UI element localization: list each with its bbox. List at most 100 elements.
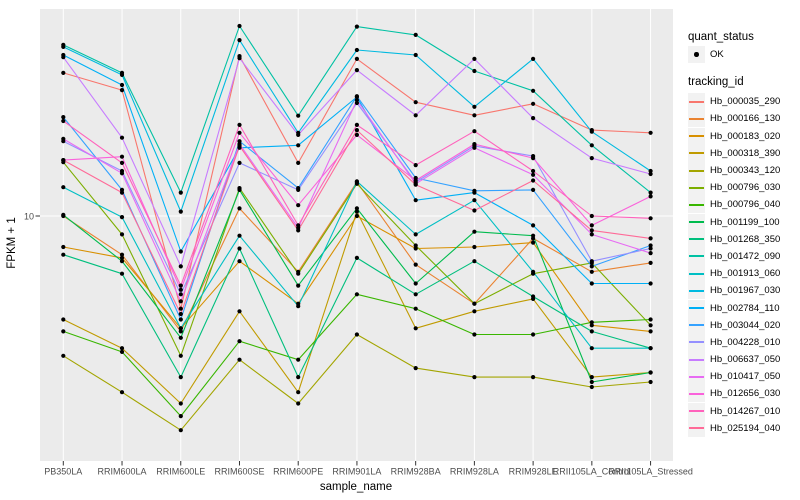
legend-key-quant-status	[688, 46, 705, 64]
data-point	[178, 375, 183, 380]
data-point	[296, 228, 301, 233]
legend-key-line-icon	[689, 427, 704, 430]
data-point	[354, 122, 359, 127]
legend-item-label: Hb_014267_010	[710, 405, 781, 417]
data-point	[354, 98, 359, 103]
legend-key-line-icon	[689, 221, 704, 224]
legend-item-Hb_000183_020: Hb_000183_020	[688, 127, 800, 145]
legend-key-line-icon	[689, 186, 704, 189]
data-point	[178, 292, 183, 297]
data-point	[237, 122, 242, 127]
legend-key-line-icon	[689, 358, 704, 361]
data-point	[354, 47, 359, 53]
legend-key-line-icon	[689, 203, 704, 206]
legend-key-line-icon	[689, 375, 704, 378]
data-point	[178, 329, 183, 334]
data-point	[472, 129, 477, 134]
data-point	[178, 264, 183, 269]
data-point	[119, 232, 125, 237]
data-point	[648, 236, 653, 241]
legend-key	[688, 247, 705, 265]
legend-item-Hb_002784_110: Hb_002784_110	[688, 299, 800, 317]
data-point	[178, 335, 183, 340]
legend-key-line-icon	[689, 169, 704, 172]
data-point	[61, 244, 66, 250]
data-point	[178, 209, 183, 214]
legend-item-Hb_000796_030: Hb_000796_030	[688, 179, 800, 197]
data-point	[237, 23, 242, 29]
data-point	[648, 130, 653, 135]
legend-key	[688, 93, 705, 111]
data-point	[237, 160, 242, 165]
data-point	[413, 163, 418, 168]
data-point	[648, 251, 653, 256]
data-point	[296, 187, 301, 192]
data-point	[61, 70, 66, 75]
legend-item-Hb_025194_040: Hb_025194_040	[688, 419, 800, 437]
data-point	[413, 326, 418, 331]
data-point	[119, 160, 125, 165]
data-point	[648, 190, 653, 195]
legend-item-label: Hb_002784_110	[710, 302, 780, 314]
data-point	[413, 32, 418, 38]
data-point	[413, 281, 418, 286]
data-point	[237, 139, 242, 144]
data-point	[296, 132, 301, 137]
data-point	[413, 198, 418, 203]
data-point	[354, 56, 359, 62]
data-point	[589, 213, 594, 219]
data-point	[413, 52, 418, 58]
data-point	[354, 94, 359, 99]
data-point	[296, 143, 301, 148]
x-tick-label: PB350LA	[44, 467, 82, 477]
legend-item-Hb_006637_050: Hb_006637_050	[688, 351, 800, 369]
data-point	[354, 24, 359, 29]
data-point	[413, 292, 418, 297]
data-point	[296, 271, 301, 276]
data-point	[589, 143, 594, 148]
data-point	[648, 370, 653, 375]
data-point	[61, 185, 66, 190]
data-point	[531, 172, 536, 177]
data-point	[178, 428, 183, 433]
legend-key	[688, 299, 705, 317]
data-point	[237, 56, 242, 61]
data-point	[178, 299, 183, 304]
legend-title-quant-status: quant_status	[688, 31, 754, 43]
data-point	[296, 401, 301, 406]
data-point	[648, 281, 653, 286]
legend-key-line-icon	[689, 100, 704, 103]
data-point	[178, 287, 183, 292]
data-point	[354, 68, 359, 73]
data-point	[472, 188, 477, 193]
data-point	[472, 113, 477, 118]
legend-key	[688, 333, 705, 351]
data-point	[296, 304, 301, 309]
data-point	[589, 129, 594, 134]
data-point	[119, 252, 125, 257]
legend-item-label: Hb_000796_030	[710, 182, 781, 194]
data-point	[296, 390, 301, 395]
data-point	[237, 309, 242, 314]
data-point	[472, 301, 477, 306]
legend-key	[688, 144, 705, 162]
data-point	[119, 255, 125, 260]
data-point	[237, 187, 242, 192]
series-points	[61, 23, 653, 433]
data-point	[413, 232, 418, 237]
legend-item-label: Hb_025194_040	[710, 422, 781, 434]
data-point	[531, 101, 536, 106]
data-point	[61, 317, 66, 322]
data-point	[472, 229, 477, 234]
x-tick-label: RRIM928LA	[450, 467, 499, 477]
legend-item-Hb_001268_350: Hb_001268_350	[688, 230, 800, 248]
legend-key	[688, 316, 705, 334]
legend-item-label: Hb_000343_120	[710, 165, 781, 177]
data-point	[354, 213, 359, 219]
x-tick-label: RRIM600PE	[273, 467, 323, 477]
legend-item-ok: OK	[688, 46, 800, 64]
x-tick-label: RRIM901LA	[332, 467, 381, 477]
data-point	[413, 113, 418, 118]
legend-item-Hb_001472_090: Hb_001472_090	[688, 247, 800, 265]
data-point	[472, 142, 477, 147]
